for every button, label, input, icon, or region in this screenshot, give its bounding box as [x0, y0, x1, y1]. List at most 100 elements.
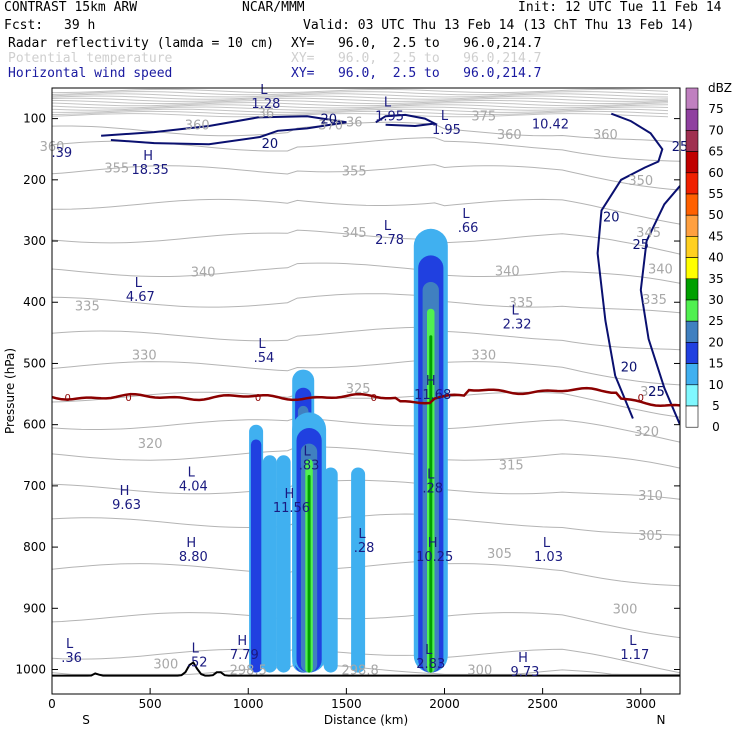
extremum-marker: H: [237, 634, 247, 649]
upper-isentrope: [52, 88, 669, 94]
extremum-marker: L: [192, 641, 200, 656]
colorbar-level-label: 40: [708, 251, 723, 265]
isentrope-label: 325: [640, 385, 665, 400]
wind-contour-label: 25: [648, 385, 665, 400]
extremum-marker: H: [428, 536, 438, 551]
y-tick-label: 1000: [15, 663, 46, 677]
y-tick-label: 800: [23, 540, 46, 554]
isentrope-label: 350: [628, 174, 653, 189]
upper-isentrope: [52, 108, 669, 113]
extremum-marker: L: [188, 466, 196, 481]
zero-contour-label: 0: [255, 393, 261, 404]
isentrope: [52, 417, 680, 443]
extremum-value: 2.83: [416, 657, 445, 672]
extremum-marker: L: [258, 337, 266, 352]
extremum-value: 7.79: [230, 648, 259, 663]
isentrope-label: 345: [342, 226, 367, 241]
reflectivity-cell: [262, 455, 277, 673]
init-time: Init: 12 UTC Tue 11 Feb 14: [518, 0, 722, 15]
isentrope-label: 305: [487, 547, 512, 562]
colorbar-level-label: 10: [708, 378, 723, 392]
extremum-marker: L: [384, 219, 392, 234]
isentrope: [52, 559, 680, 587]
reflectivity-cell: [351, 467, 366, 673]
extremum-value: 10.25: [416, 550, 453, 565]
isentrope-label: 298.5: [230, 664, 267, 679]
y-axis-label: Pressure (hPa): [3, 348, 17, 434]
extremum-value: 1.03: [534, 550, 563, 565]
upper-isentrope: [52, 99, 669, 105]
extremum-marker: L: [462, 207, 470, 222]
isentrope-label: 360: [185, 119, 210, 134]
wind-contour-label: 20: [262, 137, 279, 152]
reflectivity-cell: [307, 474, 311, 673]
field-potential-temperature-xy: XY= 96.0, 2.5 to 96.0,214.7: [291, 51, 542, 66]
extremum-value: 11.68: [414, 388, 451, 403]
isentrope-label: 335: [75, 299, 100, 314]
isentrope-label: 320: [634, 425, 659, 440]
zero-contour-label: 0: [65, 393, 71, 404]
extremum-value: .39: [51, 146, 72, 161]
organization: NCAR/MMM: [242, 0, 305, 15]
isentrope-label: 340: [191, 266, 216, 281]
extremum-marker: L: [543, 536, 551, 551]
isentrope: [52, 326, 680, 351]
field-wind-speed: Horizontal wind speed: [8, 66, 173, 81]
isentrope-label: 300: [613, 602, 638, 617]
extremum-value: 9.73: [510, 665, 539, 680]
upper-isentrope: [52, 104, 669, 109]
extremum-value: .52: [187, 655, 208, 670]
isentrope-label: 36: [258, 106, 275, 121]
isentrope-label: 340: [495, 264, 520, 279]
field-reflectivity: Radar reflectivity (lamda = 10 cm): [8, 36, 275, 51]
extremum-marker: H: [143, 149, 153, 164]
isentrope-label: 370: [318, 119, 343, 134]
extremum-value: .54: [254, 351, 275, 366]
isentrope: [52, 164, 680, 191]
plot-frame: [51, 87, 681, 695]
terrain-line: [52, 661, 680, 677]
isentrope-label: 355: [342, 165, 367, 180]
colorbar-swatch: [685, 278, 699, 301]
isentrope-label: 330: [471, 348, 496, 363]
colorbar-level-label: 50: [708, 208, 723, 222]
south-label: S: [82, 713, 90, 727]
y-tick-label: 200: [23, 173, 46, 187]
colorbar-swatch: [685, 193, 699, 216]
reflectivity-cell: [429, 335, 433, 673]
extremum-value: 1.28: [251, 97, 280, 112]
colorbar-level-label: 45: [708, 229, 723, 243]
upper-isentrope: [52, 97, 669, 102]
y-tick-label: 900: [23, 601, 46, 615]
colorbar-unit: dBZ: [708, 81, 732, 95]
isentrope-label: 298.8: [342, 664, 379, 679]
isentrope: [52, 663, 680, 675]
isentrope: [52, 198, 680, 225]
extremum-marker: H: [120, 484, 130, 499]
zero-contour-label: 0: [638, 393, 644, 404]
colorbar-level-label: 70: [708, 123, 723, 137]
isentrope: [52, 391, 680, 418]
colorbar-swatch: [685, 236, 699, 258]
y-tick-label: 600: [23, 418, 46, 432]
y-tick-label: 100: [23, 112, 46, 126]
wind-contour-label: 25: [632, 238, 649, 253]
isentrope: [52, 479, 680, 500]
isentrope: [52, 262, 680, 284]
y-tick-label: 500: [23, 356, 46, 370]
extremum-value: 1.17: [620, 648, 649, 663]
colorbar-level-label: 30: [708, 293, 723, 307]
isentrope-label: 360: [593, 128, 618, 143]
x-axis-label: Distance (km): [324, 713, 408, 727]
colorbar-level-label: 35: [708, 272, 723, 286]
extremum-value: 9.63: [112, 498, 141, 513]
extremum-marker: L: [358, 527, 366, 542]
extremum-value: .83: [299, 458, 320, 473]
colorbar-swatch: [685, 299, 699, 322]
extremum-value: 1.95: [375, 109, 404, 124]
north-label: N: [657, 713, 666, 727]
extremum-value: .36: [61, 651, 82, 666]
wind-contour-label: 20: [320, 113, 337, 128]
y-tick-label: 300: [23, 234, 46, 248]
x-tick-label: 2000: [429, 697, 460, 711]
